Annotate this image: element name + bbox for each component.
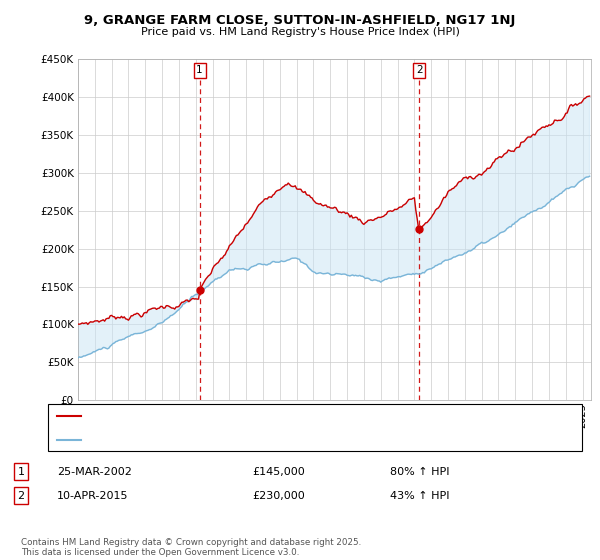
Text: £145,000: £145,000 [252,466,305,477]
Text: 1: 1 [196,65,203,75]
Text: 2: 2 [416,65,422,75]
Text: 2: 2 [17,491,25,501]
Text: 10-APR-2015: 10-APR-2015 [57,491,128,501]
Text: 25-MAR-2002: 25-MAR-2002 [57,466,132,477]
Text: 1: 1 [17,466,25,477]
Text: 9, GRANGE FARM CLOSE, SUTTON-IN-ASHFIELD, NG17 1NJ (detached house): 9, GRANGE FARM CLOSE, SUTTON-IN-ASHFIELD… [87,410,482,421]
Text: HPI: Average price, detached house, Ashfield: HPI: Average price, detached house, Ashf… [87,435,322,445]
Text: Contains HM Land Registry data © Crown copyright and database right 2025.
This d: Contains HM Land Registry data © Crown c… [21,538,361,557]
Text: 80% ↑ HPI: 80% ↑ HPI [390,466,449,477]
Text: 43% ↑ HPI: 43% ↑ HPI [390,491,449,501]
Text: Price paid vs. HM Land Registry's House Price Index (HPI): Price paid vs. HM Land Registry's House … [140,27,460,37]
Text: 9, GRANGE FARM CLOSE, SUTTON-IN-ASHFIELD, NG17 1NJ: 9, GRANGE FARM CLOSE, SUTTON-IN-ASHFIELD… [85,14,515,27]
Text: £230,000: £230,000 [252,491,305,501]
